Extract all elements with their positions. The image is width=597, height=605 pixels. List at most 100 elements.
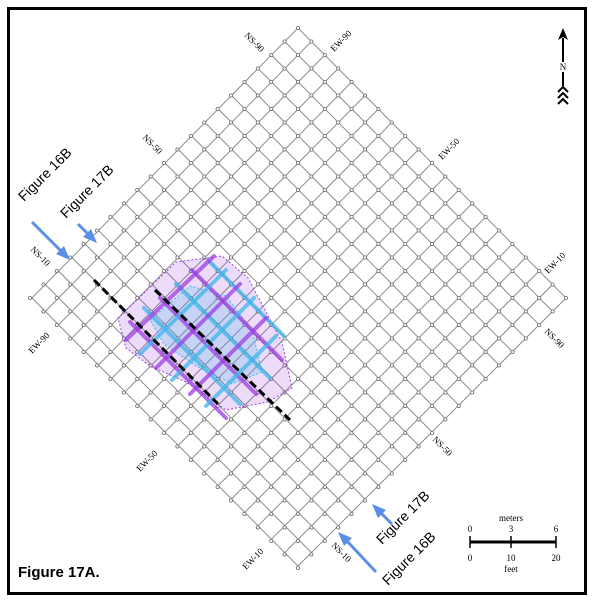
survey-node [523,255,528,260]
anomaly-stroke [170,296,256,382]
survey-node [376,187,381,192]
survey-node [336,309,341,314]
survey-node [443,309,448,314]
survey-node [202,228,207,233]
survey-node [228,174,233,179]
survey-node [228,201,233,206]
survey-node [483,268,488,273]
scale-bottom-tick-1: 10 [507,553,517,563]
survey-node [188,214,193,219]
survey-node [309,174,314,179]
survey-node [295,241,300,246]
survey-node [403,322,408,327]
survey-node [362,93,367,98]
survey-node [349,107,354,112]
survey-node [456,295,461,300]
survey-node [362,174,367,179]
survey-node [282,255,287,260]
survey-node [255,66,260,71]
survey-node [376,241,381,246]
survey-node [322,322,327,327]
survey-node [349,187,354,192]
fig17b-top-arrowhead [83,229,97,243]
survey-node [242,133,247,138]
survey-node [376,160,381,165]
survey-node [322,268,327,273]
north-label: N [560,62,567,72]
survey-node [269,160,274,165]
survey-node [443,228,448,233]
survey-node [108,268,113,273]
survey-node [269,133,274,138]
label-ew-10-right: EW-10 [542,250,567,275]
survey-node [282,66,287,71]
survey-node [121,282,126,287]
survey-node [362,201,367,206]
survey-node [443,417,448,422]
survey-node [121,363,126,368]
survey-node [121,390,126,395]
survey-node [215,187,220,192]
survey-node [336,93,341,98]
survey-node [362,417,367,422]
survey-node [309,336,314,341]
survey-node [362,309,367,314]
survey-node [362,471,367,476]
survey-node [349,133,354,138]
survey-node [242,241,247,246]
survey-node [68,336,73,341]
survey-node [242,187,247,192]
survey-node [81,295,86,300]
survey-node [215,133,220,138]
survey-node [175,201,180,206]
survey-node [389,147,394,152]
survey-node [282,228,287,233]
survey-node [429,349,434,354]
survey-node [269,214,274,219]
fig17b-bottom-arrowhead [372,504,386,518]
survey-node [215,160,220,165]
survey-node [443,390,448,395]
survey-node [470,282,475,287]
survey-node [295,376,300,381]
survey-node [295,322,300,327]
survey-node [295,430,300,435]
survey-node [255,498,260,503]
survey-node [108,214,113,219]
survey-node [148,390,153,395]
survey-node [376,457,381,462]
survey-node [523,309,528,314]
survey-node [282,498,287,503]
survey-node [295,512,300,517]
survey-node [282,552,287,557]
survey-node [282,39,287,44]
survey-node [376,133,381,138]
label-ns-90: NS-90 [243,30,267,54]
survey-node [175,417,180,422]
survey-node [322,214,327,219]
survey-node [188,241,193,246]
survey-node [403,268,408,273]
survey-node [416,174,421,179]
survey-node [322,160,327,165]
survey-node [188,133,193,138]
survey-node [188,187,193,192]
survey-node [456,241,461,246]
survey-node [95,228,100,233]
survey-node [309,444,314,449]
survey-node [295,349,300,354]
survey-node [309,309,314,314]
survey-node [81,268,86,273]
survey-node [403,430,408,435]
survey-node [295,403,300,408]
survey-node [496,336,501,341]
survey-node [403,349,408,354]
survey-node [175,444,180,449]
survey-node [295,80,300,85]
survey-node [362,498,367,503]
survey-node [389,201,394,206]
fig16b-bottom-arrowhead [338,532,352,546]
fig16b-top-arrow [30,220,64,254]
survey-node [483,349,488,354]
scale-bar [469,536,557,548]
